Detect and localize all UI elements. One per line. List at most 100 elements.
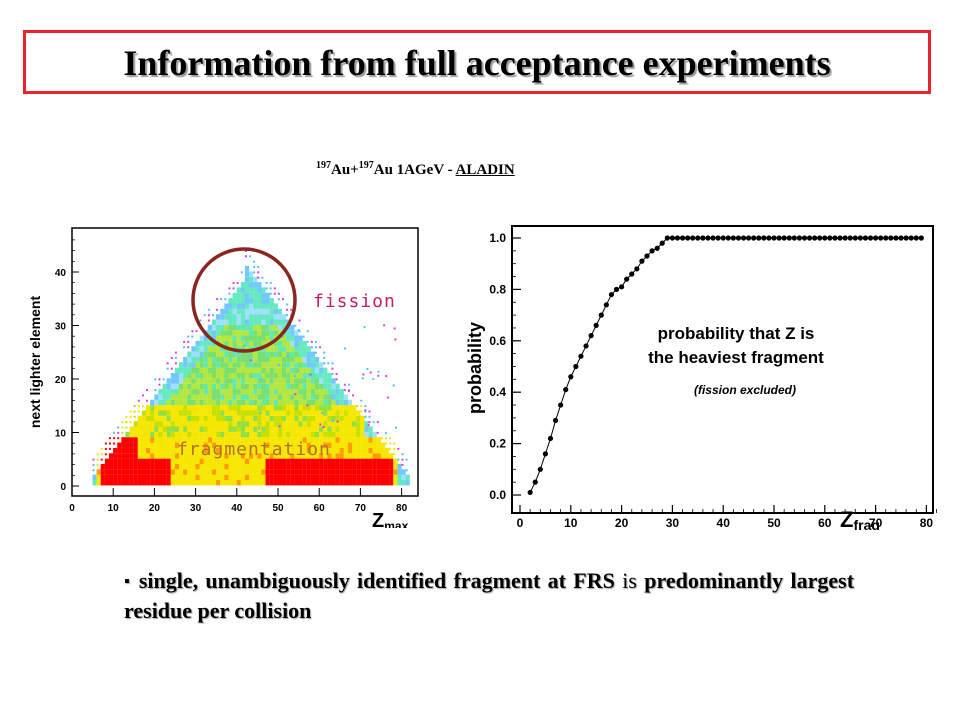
heatmap-cell bbox=[146, 405, 151, 411]
heatmap-cell bbox=[298, 421, 303, 427]
heatmap-cell bbox=[146, 415, 151, 422]
heatmap-cell bbox=[146, 389, 149, 392]
heatmap-cell bbox=[265, 437, 270, 443]
heatmap-cell bbox=[327, 469, 332, 475]
heatmap-cell bbox=[298, 480, 303, 486]
heatmap-cell bbox=[405, 458, 408, 461]
heatmap-cell bbox=[113, 453, 118, 459]
heatmap-cell bbox=[339, 405, 344, 411]
heatmap-cell bbox=[236, 389, 241, 395]
heatmap-cell bbox=[368, 447, 373, 454]
heatmap-cell bbox=[249, 324, 254, 331]
heatmap-cell bbox=[162, 405, 167, 411]
heatmap-cell bbox=[199, 431, 204, 438]
heatmap-cell bbox=[216, 463, 221, 470]
heatmap-cell bbox=[174, 389, 180, 395]
heatmap-cell bbox=[129, 480, 134, 486]
heatmap-cell bbox=[244, 394, 250, 400]
heatmap-cell bbox=[199, 447, 204, 454]
heatmap-cell bbox=[162, 421, 167, 427]
heatmap-cell bbox=[170, 437, 175, 443]
heatmap-cell bbox=[232, 287, 235, 290]
probability-point bbox=[710, 235, 716, 241]
heatmap-cell bbox=[240, 469, 245, 475]
heatmap-cell bbox=[277, 399, 283, 406]
heatmap-cell bbox=[282, 362, 287, 368]
heatmap-cell bbox=[220, 480, 225, 486]
heatmap-cell bbox=[183, 426, 188, 432]
heatmap-cell bbox=[174, 474, 180, 481]
heatmap-cell bbox=[240, 405, 245, 411]
heatmap-cell bbox=[220, 426, 225, 432]
heatmap-cell bbox=[331, 383, 336, 390]
heatmap-cell bbox=[207, 426, 213, 432]
heatmap-cell bbox=[376, 421, 379, 424]
heatmap-cell bbox=[224, 399, 229, 406]
heatmap-cell bbox=[339, 437, 344, 443]
heatmap-cell bbox=[220, 298, 223, 301]
heatmap-cell bbox=[232, 362, 237, 368]
heatmap-cell bbox=[269, 431, 274, 438]
heatmap-cell bbox=[199, 474, 204, 481]
heatmap-cell bbox=[146, 442, 151, 448]
heatmap-cell bbox=[323, 458, 328, 464]
heatmap-cell bbox=[282, 298, 284, 301]
heatmap-cell bbox=[216, 431, 221, 438]
heatmap-cell bbox=[323, 362, 326, 365]
heatmap-cell bbox=[310, 463, 316, 470]
heatmap-cell bbox=[277, 373, 283, 379]
heatmap-cell bbox=[191, 356, 196, 363]
heatmap-cell bbox=[92, 463, 95, 466]
heatmap-cell bbox=[236, 431, 241, 438]
heatmap-cell bbox=[236, 292, 241, 299]
heatmap-cell bbox=[380, 474, 386, 481]
heatmap-cell bbox=[240, 292, 245, 299]
heatmap-cell bbox=[335, 405, 340, 411]
heatmap-cell bbox=[321, 411, 324, 414]
heatmap-cell bbox=[146, 431, 151, 438]
heatmap-cell bbox=[277, 463, 283, 470]
heatmap-cell bbox=[319, 367, 324, 374]
heatmap-cell bbox=[290, 458, 295, 464]
heatmap-cell bbox=[360, 469, 365, 475]
heatmap-cell bbox=[286, 362, 291, 368]
annotation-line-2: the heaviest fragment bbox=[648, 348, 824, 367]
heatmap-cell bbox=[294, 346, 299, 352]
heatmap-cell bbox=[158, 378, 161, 381]
heatmap-cell bbox=[298, 453, 303, 459]
heatmap-cell bbox=[150, 463, 155, 470]
heatmap-cell bbox=[207, 410, 213, 416]
heatmap-cell bbox=[261, 319, 266, 325]
heatmap-cell bbox=[195, 367, 200, 374]
heatmap-cell bbox=[244, 319, 250, 325]
heatmap-cell bbox=[302, 453, 307, 459]
heatmap-cell bbox=[336, 420, 339, 423]
heatmap-cell bbox=[327, 405, 332, 411]
heatmap-cell bbox=[257, 405, 262, 411]
heatmap-cell bbox=[347, 410, 353, 416]
heatmap-cell bbox=[174, 415, 180, 422]
heatmap-cell bbox=[273, 426, 278, 432]
heatmap-cell bbox=[368, 474, 373, 481]
heatmap-cell bbox=[343, 453, 348, 459]
y-tick-label: 30 bbox=[55, 322, 67, 333]
heatmap-cell bbox=[352, 474, 357, 481]
heatmap-cell bbox=[376, 453, 381, 459]
heatmap-cell bbox=[150, 410, 155, 416]
heatmap-cell bbox=[207, 367, 213, 374]
heatmap-cell bbox=[261, 287, 266, 293]
heatmap-cell bbox=[356, 405, 359, 408]
heatmap-cell bbox=[207, 437, 213, 443]
probability-chart: 0 10 20 30 40 50 60 70 800.00.20.40.60.81.0 prob… bbox=[465, 225, 937, 530]
heatmap-cell bbox=[331, 415, 336, 422]
heatmap-cell bbox=[257, 437, 262, 443]
heatmap-cell bbox=[273, 442, 278, 448]
heatmap-cell bbox=[327, 458, 332, 464]
heatmap-cell bbox=[146, 437, 151, 443]
heatmap-cell bbox=[385, 447, 390, 454]
heatmap-cell bbox=[179, 463, 184, 470]
heatmap-cell bbox=[104, 458, 110, 464]
heatmap-cell bbox=[183, 469, 188, 475]
heatmap-cell bbox=[174, 447, 180, 454]
heatmap-cell bbox=[405, 480, 410, 486]
